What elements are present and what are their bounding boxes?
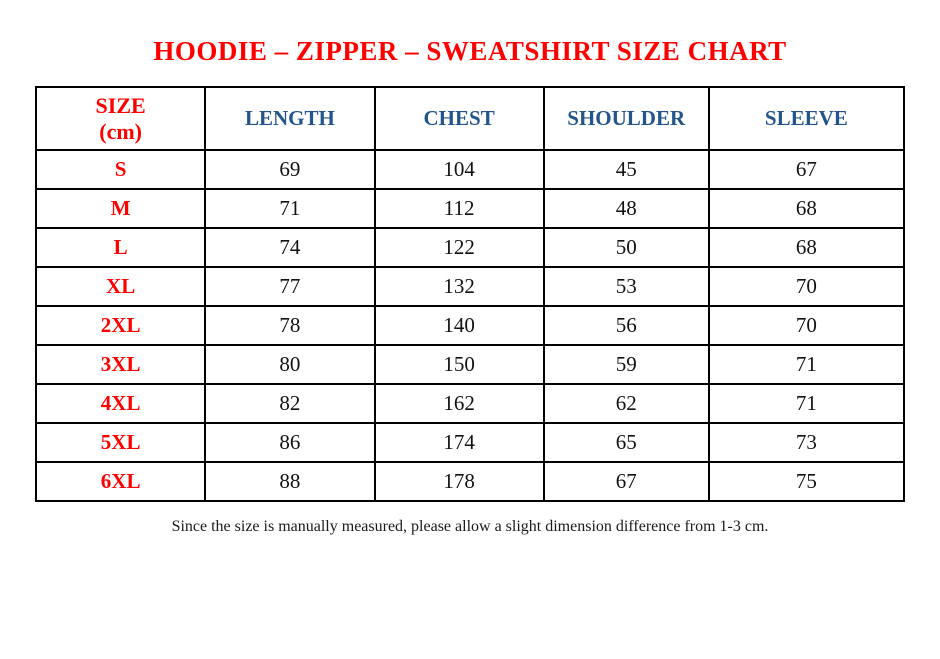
sleeve-cell: 67 [707,149,906,190]
size-cell: S [34,149,207,190]
table-row: XL 77 132 53 70 [34,266,906,307]
table-header-row: SIZE (cm) LENGTH CHEST SHOULDER SLEEVE [34,86,906,151]
table-row: M 71 112 48 68 [34,188,906,229]
chest-cell: 174 [373,422,545,463]
length-cell: 86 [204,422,376,463]
chest-cell: 140 [373,305,545,346]
shoulder-cell: 50 [542,227,710,268]
table-row: L 74 122 50 68 [34,227,906,268]
col-header-shoulder: SHOULDER [542,86,710,151]
shoulder-cell: 62 [542,383,710,424]
size-cell: 4XL [34,383,207,424]
shoulder-cell: 53 [542,266,710,307]
length-cell: 71 [204,188,376,229]
chest-cell: 132 [373,266,545,307]
length-cell: 78 [204,305,376,346]
size-cell: 3XL [34,344,207,385]
table-row: 3XL 80 150 59 71 [34,344,906,385]
sleeve-cell: 71 [707,344,906,385]
chest-cell: 178 [373,461,545,502]
table-row: 2XL 78 140 56 70 [34,305,906,346]
size-cell: 5XL [34,422,207,463]
page-title: HOODIE – ZIPPER – SWEATSHIRT SIZE CHART [153,36,787,66]
length-cell: 74 [204,227,376,268]
size-cell: XL [34,266,207,307]
length-cell: 88 [204,461,376,502]
chest-cell: 122 [373,227,545,268]
col-header-length: LENGTH [204,86,376,151]
chest-cell: 104 [373,149,545,190]
shoulder-cell: 56 [542,305,710,346]
shoulder-cell: 45 [542,149,710,190]
sleeve-cell: 71 [707,383,906,424]
chest-cell: 150 [373,344,545,385]
sleeve-cell: 70 [707,305,906,346]
sleeve-cell: 68 [707,188,906,229]
size-cell: M [34,188,207,229]
size-cell: 2XL [34,305,207,346]
table-row: S 69 104 45 67 [34,149,906,190]
length-cell: 77 [204,266,376,307]
measurement-disclaimer: Since the size is manually measured, ple… [171,518,769,535]
length-cell: 69 [204,149,376,190]
col-header-chest: CHEST [373,86,545,151]
table-row: 6XL 88 178 67 75 [34,461,906,502]
col-header-size: SIZE (cm) [34,86,207,151]
size-cell: L [34,227,207,268]
table-row: 5XL 86 174 65 73 [34,422,906,463]
shoulder-cell: 48 [542,188,710,229]
shoulder-cell: 65 [542,422,710,463]
sleeve-cell: 75 [707,461,906,502]
chest-cell: 112 [373,188,545,229]
sleeve-cell: 73 [707,422,906,463]
col-header-size-line1: SIZE [95,93,146,119]
length-cell: 82 [204,383,376,424]
shoulder-cell: 67 [542,461,710,502]
chest-cell: 162 [373,383,545,424]
sleeve-cell: 70 [707,266,906,307]
length-cell: 80 [204,344,376,385]
size-chart-table: SIZE (cm) LENGTH CHEST SHOULDER SLEEVE S… [34,86,906,502]
col-header-size-line2: (cm) [99,118,142,144]
stray-dot: . [474,38,478,53]
shoulder-cell: 59 [542,344,710,385]
sleeve-cell: 68 [707,227,906,268]
size-cell: 6XL [34,461,207,502]
col-header-sleeve: SLEEVE [707,86,906,151]
table-row: 4XL 82 162 62 71 [34,383,906,424]
